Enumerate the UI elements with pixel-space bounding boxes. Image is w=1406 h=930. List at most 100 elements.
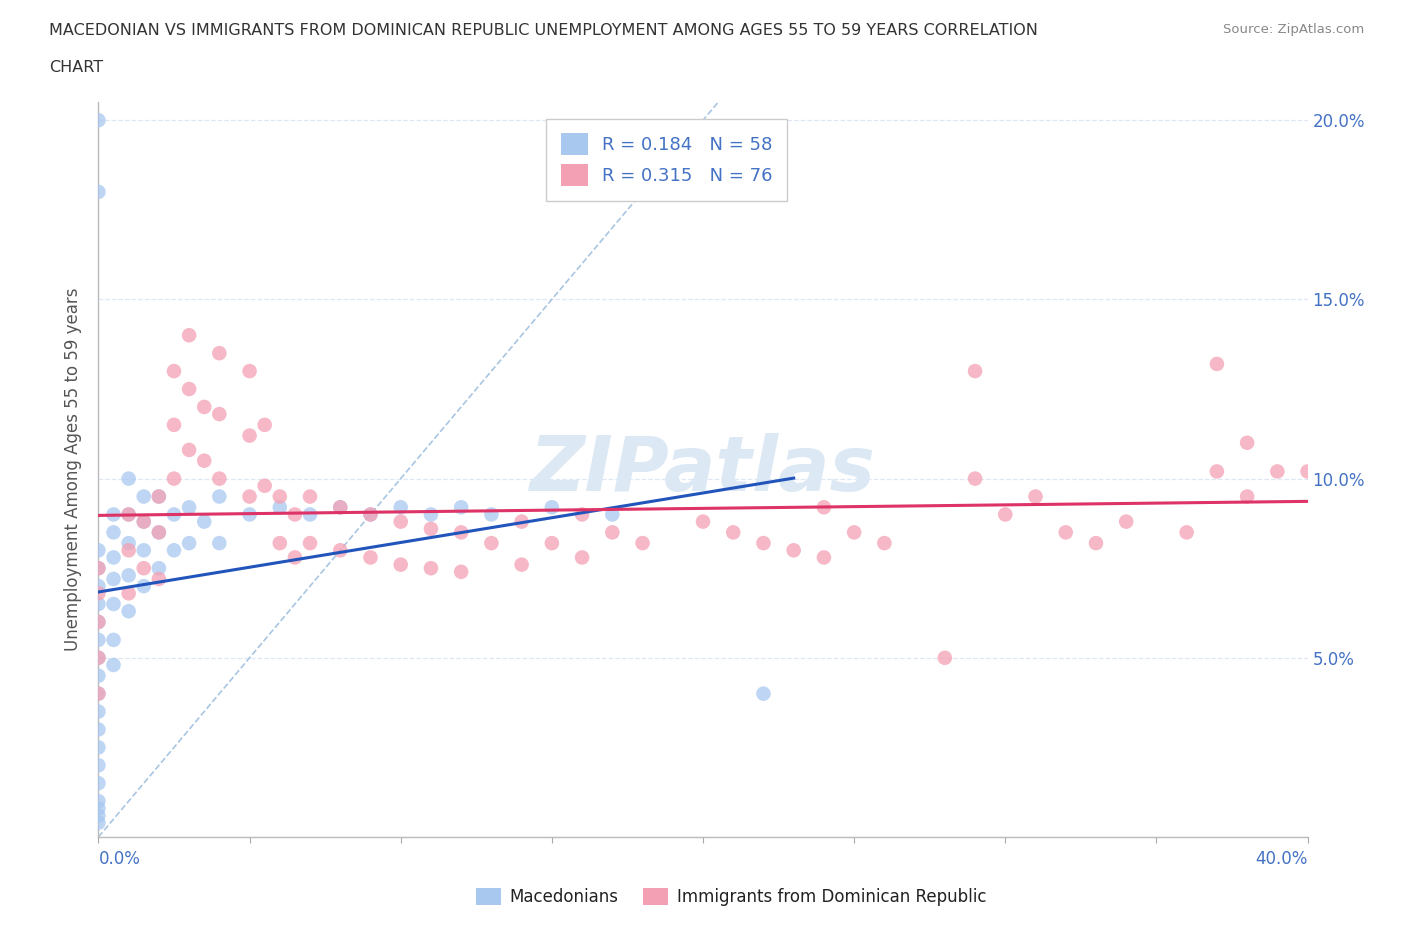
Point [193,514,215,529]
Point [87,561,110,576]
Point [239,507,262,522]
Point [253,478,276,493]
Point [420,522,443,537]
Point [208,346,231,361]
Point [103,572,125,587]
Point [253,418,276,432]
Point [329,543,352,558]
Point [510,557,533,572]
Point [269,499,291,514]
Point [1024,489,1046,504]
Point [163,472,186,486]
Point [148,525,170,539]
Point [450,565,472,579]
Point [284,550,307,565]
Point [118,472,141,486]
Point [723,525,745,539]
Point [87,793,110,808]
Point [118,507,141,522]
Point [118,543,141,558]
Point [510,514,533,529]
Point [1267,464,1289,479]
Point [179,443,201,458]
Point [208,489,231,504]
Point [193,453,215,468]
Point [87,650,110,665]
Point [179,381,201,396]
Point [87,704,110,719]
Point [118,507,141,522]
Point [87,561,110,576]
Point [1296,464,1319,479]
Point [103,632,125,647]
Point [329,499,352,514]
Point [208,472,231,486]
Point [813,499,835,514]
Point [148,489,170,504]
Point [193,400,215,415]
Point [420,561,443,576]
Point [87,113,110,127]
Text: MACEDONIAN VS IMMIGRANTS FROM DOMINICAN REPUBLIC UNEMPLOYMENT AMONG AGES 55 TO 5: MACEDONIAN VS IMMIGRANTS FROM DOMINICAN … [49,23,1038,38]
Point [783,543,806,558]
Point [163,364,186,379]
Point [602,525,624,539]
Point [1175,525,1198,539]
Point [752,686,775,701]
Text: Source: ZipAtlas.com: Source: ZipAtlas.com [1223,23,1364,36]
Point [103,597,125,612]
Point [103,550,125,565]
Point [87,615,110,630]
Point [299,489,322,504]
Point [571,550,593,565]
Point [269,536,291,551]
Point [87,586,110,601]
Point [1054,525,1077,539]
Point [481,507,503,522]
Point [103,525,125,539]
Point [1206,356,1229,371]
Point [87,632,110,647]
Point [87,816,110,830]
Point [844,525,866,539]
Point [965,364,987,379]
Point [389,557,412,572]
Point [118,536,141,551]
Point [692,514,714,529]
Point [360,507,382,522]
Point [118,604,141,618]
Point [299,507,322,522]
Point [540,536,562,551]
Point [269,489,291,504]
Point [179,327,201,342]
Point [87,776,110,790]
Point [239,489,262,504]
Point [118,586,141,601]
Legend: R = 0.184   N = 58, R = 0.315   N = 76: R = 0.184 N = 58, R = 0.315 N = 76 [547,119,787,201]
Point [1085,536,1108,551]
Point [132,561,155,576]
Point [87,615,110,630]
Point [389,514,412,529]
Point [87,758,110,773]
Point [132,514,155,529]
Point [571,507,593,522]
Point [1236,435,1258,450]
Point [299,536,322,551]
Point [540,499,562,514]
Point [208,406,231,421]
Point [132,489,155,504]
Point [179,536,201,551]
Point [329,499,352,514]
Point [284,507,307,522]
Point [148,489,170,504]
Point [87,686,110,701]
Point [132,543,155,558]
Point [163,507,186,522]
Text: ZIPatlas: ZIPatlas [530,432,876,507]
Point [148,572,170,587]
Point [132,514,155,529]
Point [87,184,110,199]
Point [148,525,170,539]
Point [87,740,110,755]
